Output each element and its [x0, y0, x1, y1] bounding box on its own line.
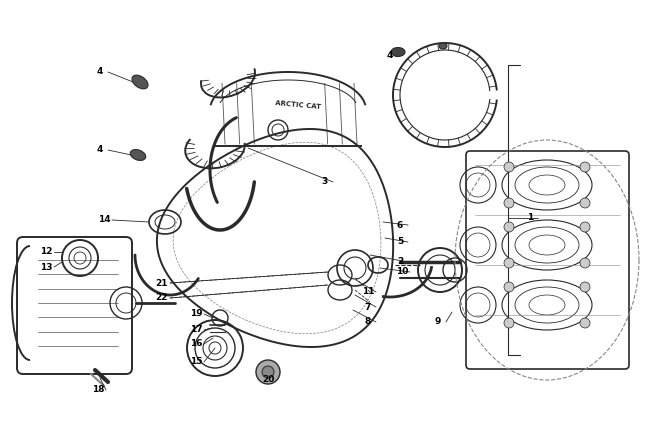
Text: 4: 4: [97, 67, 103, 76]
Text: 12: 12: [40, 248, 52, 257]
Ellipse shape: [439, 43, 447, 49]
Text: 14: 14: [98, 215, 111, 224]
Ellipse shape: [130, 150, 146, 160]
Text: 5: 5: [397, 237, 403, 246]
Text: 6: 6: [397, 220, 403, 229]
Text: 2: 2: [397, 257, 403, 267]
Text: 18: 18: [92, 385, 104, 394]
Text: 3: 3: [322, 178, 328, 187]
Text: 13: 13: [40, 262, 52, 271]
Circle shape: [504, 198, 514, 208]
Text: 15: 15: [190, 357, 202, 366]
Circle shape: [504, 318, 514, 328]
Circle shape: [504, 282, 514, 292]
Text: 22: 22: [156, 293, 168, 302]
Circle shape: [580, 258, 590, 268]
Circle shape: [504, 258, 514, 268]
Circle shape: [580, 282, 590, 292]
Text: 9: 9: [435, 318, 441, 326]
Text: 10: 10: [396, 268, 408, 276]
Ellipse shape: [132, 75, 148, 89]
Circle shape: [504, 162, 514, 172]
Text: 4: 4: [387, 50, 393, 59]
Text: 17: 17: [190, 326, 202, 335]
Circle shape: [504, 222, 514, 232]
Text: 7: 7: [365, 302, 371, 312]
Text: 4: 4: [97, 145, 103, 154]
Circle shape: [580, 222, 590, 232]
Text: 1: 1: [527, 214, 533, 223]
Text: 19: 19: [190, 310, 202, 318]
Circle shape: [262, 366, 274, 378]
Text: 21: 21: [156, 279, 168, 287]
Ellipse shape: [391, 47, 405, 56]
Text: ARCTIC CAT: ARCTIC CAT: [275, 100, 321, 110]
Text: 20: 20: [262, 376, 274, 385]
Circle shape: [580, 318, 590, 328]
Circle shape: [580, 162, 590, 172]
Circle shape: [580, 198, 590, 208]
Circle shape: [256, 360, 280, 384]
Text: 8: 8: [365, 318, 371, 326]
Text: 16: 16: [190, 340, 202, 349]
Text: 11: 11: [362, 287, 374, 296]
